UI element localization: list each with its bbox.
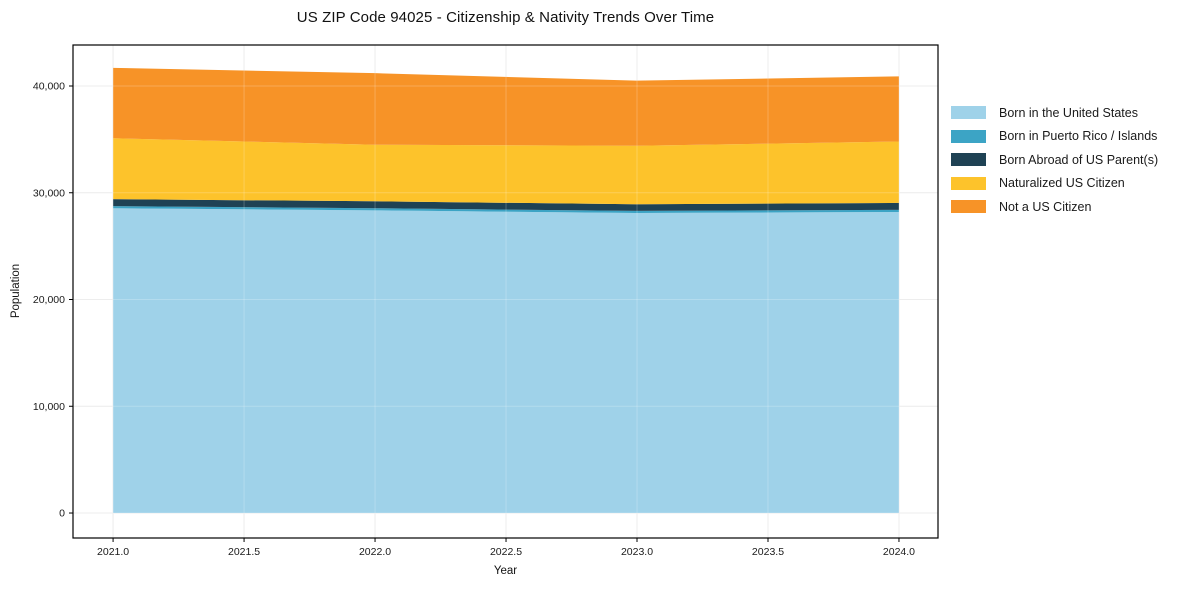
legend-swatch — [951, 176, 986, 190]
legend-swatch — [951, 200, 986, 214]
legend-label: Born in the United States — [999, 105, 1138, 120]
y-axis-label: Population — [10, 263, 22, 319]
x-tick-label: 2021.0 — [97, 546, 129, 558]
legend-item-not-a-us-citizen: Not a US Citizen — [951, 195, 1158, 219]
x-tick-label: 2022.5 — [490, 546, 522, 558]
y-tick-label: 40,000 — [33, 80, 65, 92]
legend: Born in the United States Born in Puerto … — [951, 101, 1158, 219]
x-tick-label: 2023.0 — [621, 546, 653, 558]
plot-border — [72, 44, 939, 539]
x-axis-label: Year — [493, 565, 518, 577]
y-tick-label: 30,000 — [33, 187, 65, 199]
area-born-in-puerto-rico-islands — [113, 206, 899, 214]
area-not-a-us-citizen — [113, 67, 899, 146]
x-tick-label: 2024.0 — [883, 546, 915, 558]
legend-swatch — [951, 106, 986, 120]
legend-swatch — [951, 129, 986, 143]
legend-swatch — [951, 153, 986, 167]
legend-item-naturalized-us-citizen: Naturalized US Citizen — [951, 172, 1158, 196]
legend-item-born-abroad-of-us-parent-s: Born Abroad of US Parent(s) — [951, 148, 1158, 172]
legend-item-born-in-puerto-rico-islands: Born in Puerto Rico / Islands — [951, 125, 1158, 149]
legend-label: Born in Puerto Rico / Islands — [999, 129, 1158, 144]
y-tick-label: 20,000 — [33, 294, 65, 306]
area-born-abroad-of-us-parent-s — [113, 199, 899, 211]
y-tick-label: 10,000 — [33, 401, 65, 413]
chart-title: US ZIP Code 94025 - Citizenship & Nativi… — [296, 9, 715, 26]
y-tick-label: 0 — [59, 508, 65, 520]
legend-label: Not a US Citizen — [999, 199, 1092, 214]
x-tick-label: 2023.5 — [752, 546, 784, 558]
x-tick-label: 2022.0 — [359, 546, 391, 558]
legend-label: Born Abroad of US Parent(s) — [999, 152, 1159, 167]
area-naturalized-us-citizen — [113, 138, 899, 205]
legend-item-born-in-the-united-states: Born in the United States — [951, 101, 1158, 125]
x-tick-label: 2021.5 — [228, 546, 260, 558]
legend-label: Naturalized US Citizen — [999, 176, 1125, 191]
area-born-in-the-united-states — [113, 208, 899, 514]
